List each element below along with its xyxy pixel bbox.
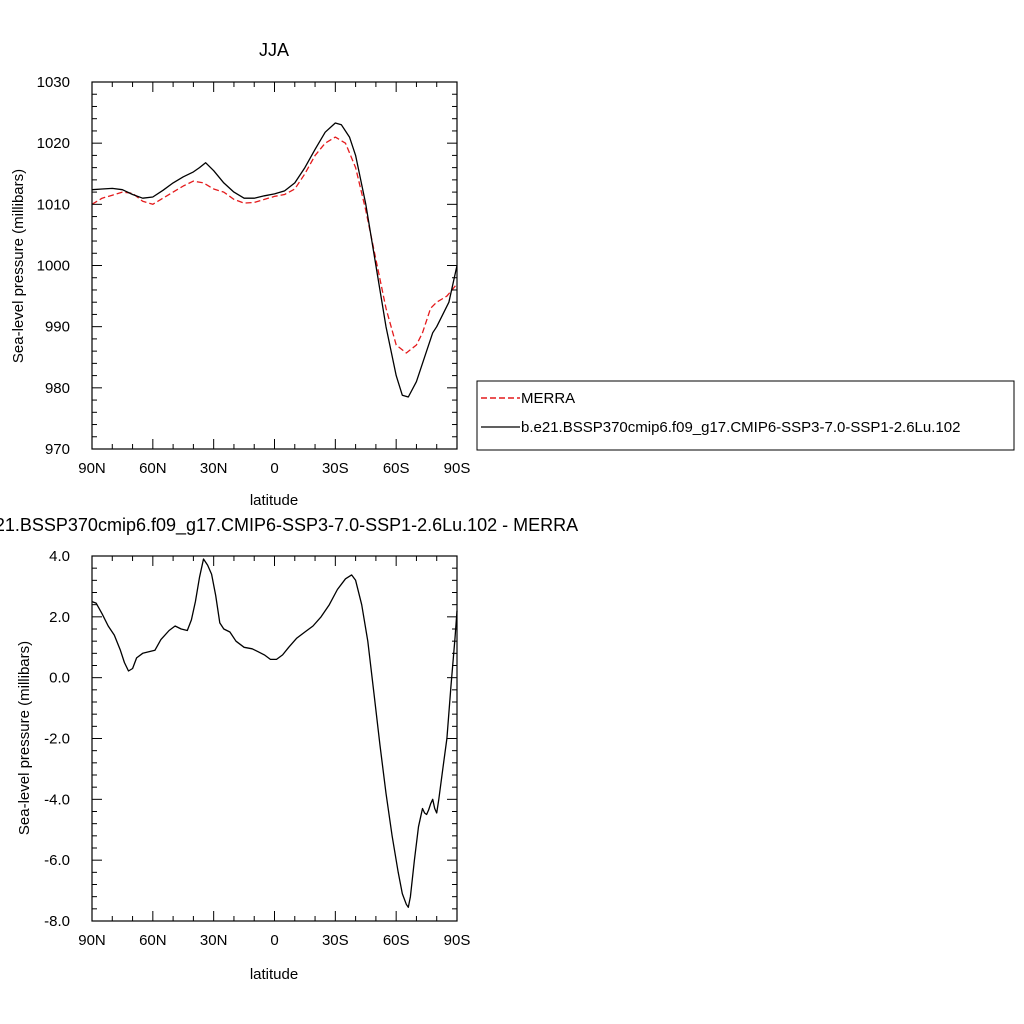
top-axis-ticks: 90N 60N 30N 0 30S 60S 90S 970 980 990 1000 1010 1020… [37, 74, 471, 477]
top-y-tick-label: 990 [45, 319, 70, 336]
top-plot-area [91, 122, 458, 398]
bottom-x-tick-label: 90N [78, 932, 106, 949]
bottom-y-tick-label: 2.0 [49, 609, 70, 626]
bottom-chart-title: b.e21.BSSP370cmip6.f09_g17.CMIP6-SSP3-7.… [0, 515, 578, 536]
bottom-y-tick-label: -4.0 [44, 791, 70, 808]
legend-merra-label: MERRA [521, 390, 575, 407]
bottom-x-tick-label: 0 [270, 932, 278, 949]
chart-bottom: b.e21.BSSP370cmip6.f09_g17.CMIP6-SSP3-7.… [0, 515, 578, 983]
bottom-series-line-0 [91, 558, 458, 908]
bottom-x-tick-label: 90S [444, 932, 471, 949]
top-x-tick-label: 30N [200, 460, 228, 477]
bottom-axis-ticks: 90N 60N 30N 0 30S 60S 90S -8.0 -6.0 -4.0 -2.0 0.0 2.… [44, 548, 470, 949]
bottom-y-tick-label: 4.0 [49, 548, 70, 565]
top-x-tick-label: 30S [322, 460, 349, 477]
bottom-plot-frame [91, 555, 458, 922]
bottom-y-tick-label: 0.0 [49, 670, 70, 687]
top-x-tick-label: 0 [270, 460, 278, 477]
bottom-x-tick-label: 60N [139, 932, 167, 949]
top-y-axis-title: Sea-level pressure (millibars) [10, 169, 27, 363]
top-x-axis-title: latitude [250, 492, 298, 509]
top-x-tick-label: 90S [444, 460, 471, 477]
legend-box [476, 380, 1015, 451]
legend-model-label: b.e21.BSSP370cmip6.f09_g17.CMIP6-SSP3-7.… [521, 419, 960, 436]
top-y-tick-label: 1020 [37, 135, 70, 152]
top-y-tick-label: 1030 [37, 74, 70, 91]
chart-top: JJA 90N 60N 30N 0 30S 60S 90S 970 980 990 1000 1010… [10, 40, 470, 509]
bottom-x-tick-label: 30S [322, 932, 349, 949]
top-series-line-1 [91, 122, 458, 398]
top-y-tick-label: 970 [45, 441, 70, 458]
bottom-y-tick-label: -2.0 [44, 731, 70, 748]
bottom-x-tick-label: 60S [383, 932, 410, 949]
bottom-y-axis-title: Sea-level pressure (millibars) [16, 641, 33, 835]
top-x-tick-label: 60N [139, 460, 167, 477]
bottom-y-tick-label: -8.0 [44, 913, 70, 930]
top-y-tick-label: 980 [45, 380, 70, 397]
top-x-tick-label: 60S [383, 460, 410, 477]
bottom-plot-area [91, 558, 458, 908]
top-y-tick-label: 1000 [37, 258, 70, 275]
bottom-x-tick-label: 30N [200, 932, 228, 949]
top-y-tick-label: 1010 [37, 196, 70, 213]
bottom-y-tick-label: -6.0 [44, 852, 70, 869]
top-series-line-0 [91, 136, 458, 354]
top-chart-title: JJA [259, 40, 289, 60]
bottom-x-axis-title: latitude [250, 966, 298, 983]
top-x-tick-label: 90N [78, 460, 106, 477]
legend: MERRA b.e21.BSSP370cmip6.f09_g17.CMIP6-S… [476, 380, 1015, 451]
